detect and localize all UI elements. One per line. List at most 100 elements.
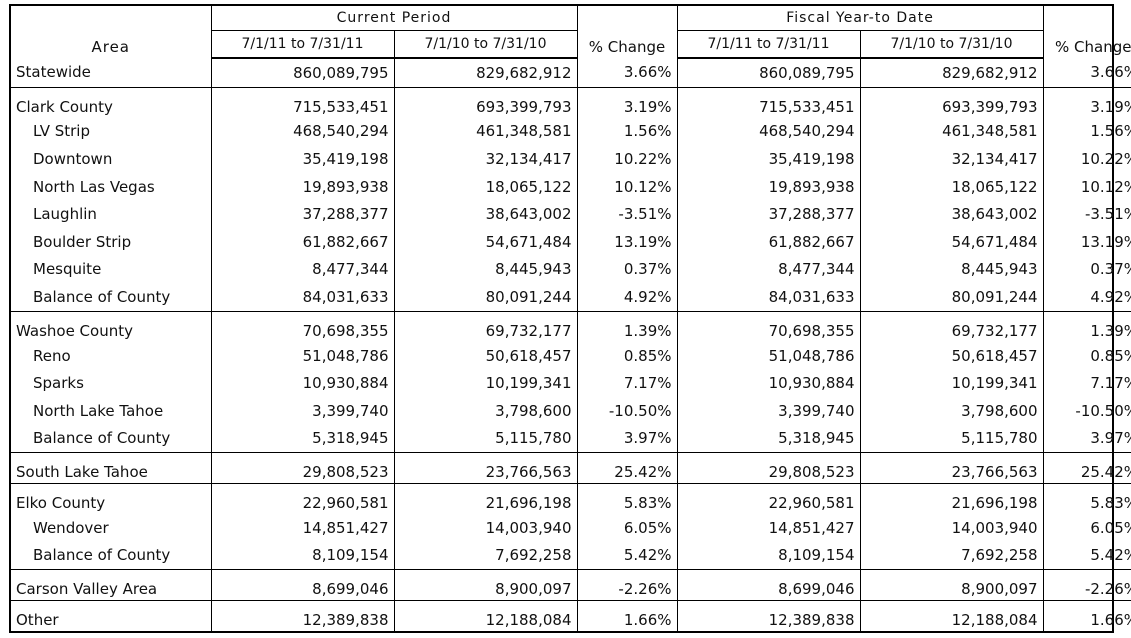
- current-2010-cell: 23,766,563: [394, 452, 578, 485]
- current-2011-cell: 35,419,198: [211, 145, 395, 173]
- table-row: Elko County 22,960,581 21,696,198 5.83% 22,9…: [11, 483, 1131, 514]
- current-2011-cell: 19,893,938: [211, 172, 395, 201]
- fiscal-pct-change-cell: 0.85%: [1090, 346, 1131, 365]
- current-pct-change-cell: 10.22%: [577, 145, 678, 173]
- current-2010-cell: 69,732,177: [394, 311, 578, 342]
- fiscal-2011-cell: 860,089,795: [677, 58, 861, 88]
- area-cell: Statewide: [11, 58, 212, 88]
- current-pct-change-cell: 13.19%: [577, 228, 678, 256]
- fiscal-2011-cell: 22,960,581: [677, 483, 861, 514]
- fiscal-2011-cell: 12,389,838: [677, 600, 861, 631]
- area-cell: Washoe County: [11, 311, 212, 342]
- current-pct-change-cell: 5.42%: [577, 541, 678, 571]
- header-area: Area: [11, 6, 212, 58]
- current-pct-change-cell: 10.12%: [577, 172, 678, 201]
- current-2011-cell: 3,399,740: [211, 396, 395, 425]
- fiscal-pct-change-cell: -3.51%: [1084, 205, 1131, 224]
- current-pct-change-cell: -3.51%: [577, 200, 678, 229]
- current-2010-cell: 8,900,097: [394, 569, 578, 601]
- current-pct-change-cell: -10.50%: [577, 396, 678, 425]
- current-pct-change-cell: 5.83%: [577, 483, 678, 514]
- current-pct-change-cell: -2.26%: [577, 569, 678, 601]
- current-2010-cell: 5,115,780: [394, 424, 578, 454]
- current-2011-cell: 14,851,427: [211, 513, 395, 542]
- table-row: Sparks 10,930,884 10,199,341 7.17% 10,930,88…: [11, 369, 1131, 397]
- fiscal-2011-cell: 468,540,294: [677, 117, 861, 146]
- current-pct-change-cell: 25.42%: [577, 452, 678, 485]
- table-row: LV Strip 468,540,294 461,348,581 1.56% 468,5…: [11, 117, 1131, 146]
- current-2011-cell: 10,930,884: [211, 369, 395, 397]
- fiscal-2010-cell: 8,445,943: [860, 255, 1044, 284]
- table-row: South Lake Tahoe 29,808,523 23,766,563 25.4…: [11, 452, 1131, 485]
- area-cell: Wendover: [11, 513, 212, 542]
- current-2011-cell: 70,698,355: [211, 311, 395, 342]
- fiscal-2011-cell: 84,031,633: [677, 283, 861, 312]
- area-cell: South Lake Tahoe: [11, 452, 212, 485]
- fiscal-2011-cell: 29,808,523: [677, 452, 861, 485]
- current-2011-cell: 51,048,786: [211, 341, 395, 370]
- fiscal-pct-change-cell: 0.37%: [1090, 260, 1131, 279]
- current-2011-cell: 61,882,667: [211, 228, 395, 256]
- fiscal-2010-cell: 5,115,780: [860, 424, 1044, 454]
- header-pct-change-current: % Change: [577, 6, 678, 58]
- current-2010-cell: 829,682,912: [394, 58, 578, 88]
- current-2011-cell: 860,089,795: [211, 58, 395, 88]
- area-cell: Boulder Strip: [11, 228, 212, 256]
- header-current-2010: 7/1/10 to 7/31/10: [394, 30, 578, 59]
- fiscal-2010-cell: 21,696,198: [860, 483, 1044, 514]
- fiscal-2011-cell: 70,698,355: [677, 311, 861, 342]
- area-cell: Carson Valley Area: [11, 569, 212, 601]
- fiscal-2011-cell: 8,477,344: [677, 255, 861, 284]
- fiscal-2011-cell: 51,048,786: [677, 341, 861, 370]
- fiscal-pct-change-cell: 3.97%: [1043, 424, 1131, 454]
- current-2010-cell: 38,643,002: [394, 200, 578, 229]
- table-row: North Lake Tahoe 3,399,740 3,798,600 -10.50…: [11, 396, 1131, 425]
- table-row: Balance of County 84,031,633 80,091,244 4.9…: [11, 283, 1131, 312]
- fiscal-2010-cell: 14,003,940: [860, 513, 1044, 542]
- fiscal-2011-cell: 19,893,938: [677, 172, 861, 201]
- current-2010-cell: 18,065,122: [394, 172, 578, 201]
- current-2011-cell: 12,389,838: [211, 600, 395, 631]
- table-row: Statewide 860,089,795 829,682,912 3.66% 860,…: [11, 58, 1131, 88]
- fiscal-2010-cell: 8,900,097: [860, 569, 1044, 601]
- current-pct-change-cell: 7.17%: [577, 369, 678, 397]
- fiscal-2010-cell: 38,643,002: [860, 200, 1044, 229]
- fiscal-pct-change-cell: 1.66%: [1090, 611, 1131, 629]
- current-2010-cell: 32,134,417: [394, 145, 578, 173]
- current-2011-cell: 22,960,581: [211, 483, 395, 514]
- current-2010-cell: 14,003,940: [394, 513, 578, 542]
- current-2011-cell: 715,533,451: [211, 87, 395, 118]
- gaming-revenue-table: Area Current Period % Change Fiscal Year…: [9, 4, 1131, 633]
- table-row: Downtown 35,419,198 32,134,417 10.22% 35,419…: [11, 145, 1131, 173]
- fiscal-2011-cell: 8,109,154: [677, 541, 861, 571]
- fiscal-2011-cell: 5,318,945: [677, 424, 861, 454]
- area-cell: Sparks: [11, 369, 212, 397]
- current-2010-cell: 8,445,943: [394, 255, 578, 284]
- area-cell: Reno: [11, 341, 212, 370]
- current-pct-change-cell: 6.05%: [577, 513, 678, 542]
- table-row: Boulder Strip 61,882,667 54,671,484 13.19% 6…: [11, 228, 1131, 256]
- current-pct-change-cell: 0.85%: [577, 341, 678, 370]
- area-cell: Elko County: [11, 483, 212, 514]
- current-pct-change-cell: 3.66%: [577, 58, 678, 88]
- area-cell: North Las Vegas: [11, 172, 212, 201]
- header-current-2011: 7/1/11 to 7/31/11: [211, 30, 395, 59]
- table-row: North Las Vegas 19,893,938 18,065,122 10.12…: [11, 172, 1131, 201]
- area-cell: LV Strip: [11, 117, 212, 146]
- table-row: Laughlin 37,288,377 38,643,002 -3.51% 37,288…: [11, 200, 1131, 229]
- current-2010-cell: 80,091,244: [394, 283, 578, 312]
- table-row: Reno 51,048,786 50,618,457 0.85% 51,048,786 5…: [11, 341, 1131, 370]
- current-2011-cell: 84,031,633: [211, 283, 395, 312]
- current-2010-cell: 10,199,341: [394, 369, 578, 397]
- current-pct-change-cell: 3.19%: [577, 87, 678, 118]
- header-fiscal-ytd: Fiscal Year-to Date: [677, 6, 1044, 31]
- fiscal-pct-change-cell: 5.83%: [1090, 493, 1131, 512]
- current-2010-cell: 21,696,198: [394, 483, 578, 514]
- current-2010-cell: 54,671,484: [394, 228, 578, 256]
- area-cell: Balance of County: [11, 283, 212, 312]
- fiscal-pct-change-cell: 4.92%: [1043, 283, 1131, 312]
- current-2011-cell: 8,699,046: [211, 569, 395, 601]
- fiscal-2011-cell: 35,419,198: [677, 145, 861, 173]
- current-2011-cell: 29,808,523: [211, 452, 395, 485]
- fiscal-2010-cell: 32,134,417: [860, 145, 1044, 173]
